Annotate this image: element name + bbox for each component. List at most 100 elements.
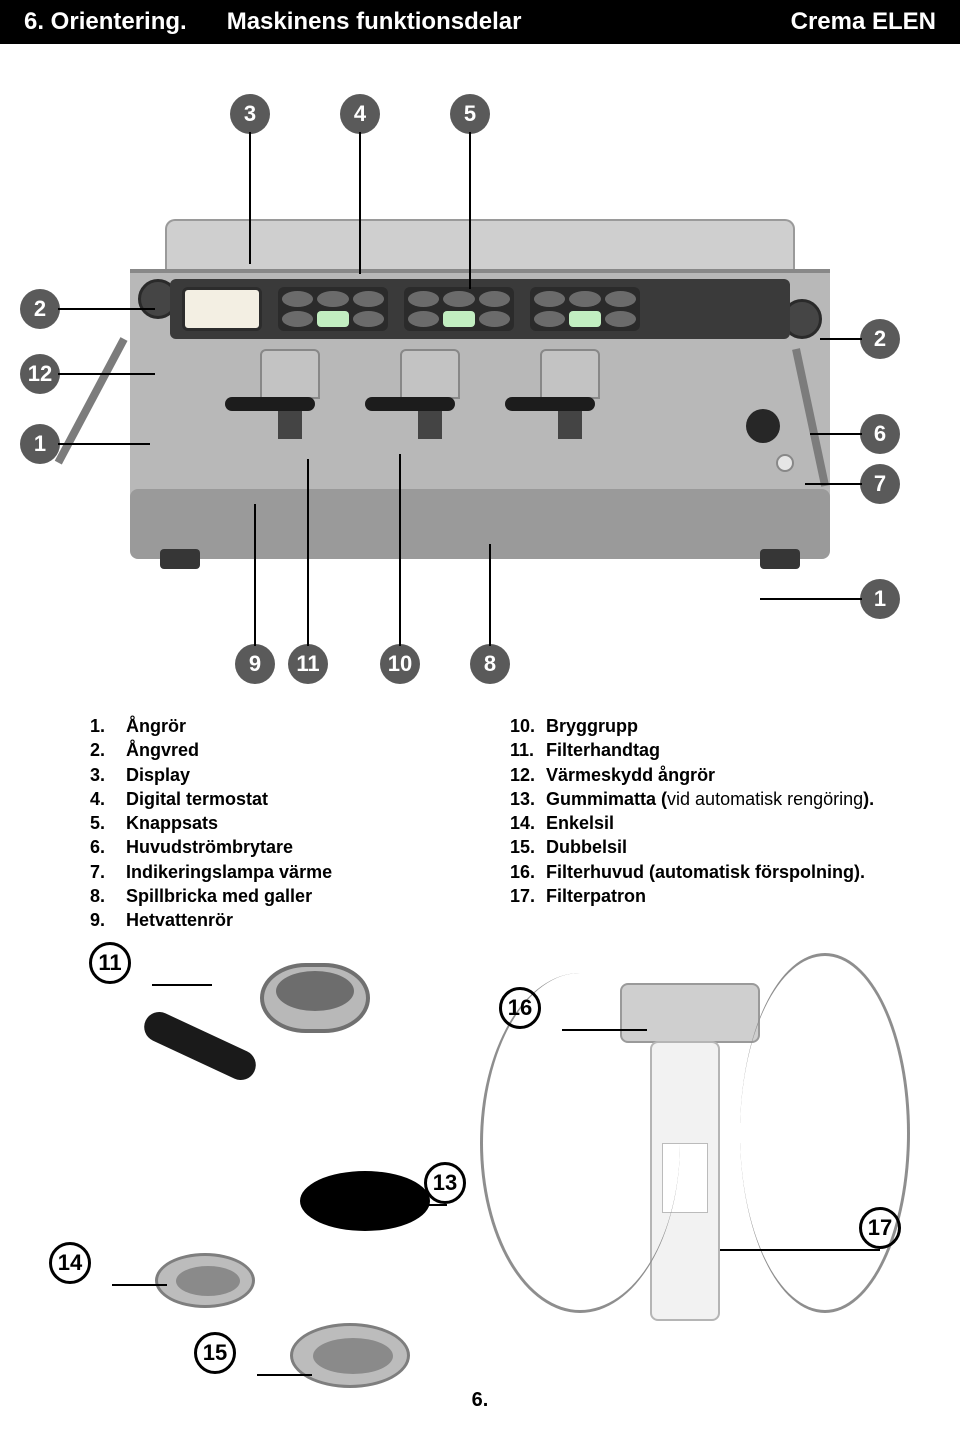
callout-bubble: 12 (20, 354, 60, 394)
callout-bubble: 8 (470, 644, 510, 684)
callout-bubble: 1 (20, 424, 60, 464)
legend-row: 14.Enkelsil (510, 811, 890, 835)
callout-bubble: 7 (860, 464, 900, 504)
legend-num: 14. (510, 811, 546, 835)
legend-num: 3. (90, 763, 126, 787)
callout-bubble: 2 (20, 289, 60, 329)
leader (399, 454, 401, 646)
legend-col-right: 10.Bryggrupp11.Filterhandtag12.Värmeskyd… (510, 714, 890, 933)
legend-row: 6.Huvudströmbrytare (90, 835, 470, 859)
legend-row: 3.Display (90, 763, 470, 787)
legend-num: 7. (90, 860, 126, 884)
portafilter-illustration (140, 963, 360, 1073)
callout-ring: 16 (499, 987, 541, 1029)
legend-row: 11.Filterhandtag (510, 738, 890, 762)
leader (152, 984, 212, 986)
diagram-machine: 34522121671911108 (0, 44, 960, 704)
leader (489, 544, 491, 646)
keypad-3 (530, 287, 640, 331)
legend-num: 9. (90, 908, 126, 932)
callout-bubble: 11 (288, 644, 328, 684)
callout-bubble: 1 (860, 579, 900, 619)
callout-ring: 11 (89, 942, 131, 984)
legend-row: 2.Ångvred (90, 738, 470, 762)
rubber-mat-illustration (300, 1171, 430, 1231)
legend-col-left: 1.Ångrör2.Ångvred3.Display4.Digital term… (90, 714, 470, 933)
brew-group (530, 349, 610, 449)
legend-row: 8.Spillbricka med galler (90, 884, 470, 908)
callout-bubble: 2 (860, 319, 900, 359)
legend-label: Gummimatta ( (546, 787, 667, 811)
callout-ring: 13 (424, 1162, 466, 1204)
legend-num: 13. (510, 787, 546, 811)
legend-num: 17. (510, 884, 546, 908)
legend-row: 5.Knappsats (90, 811, 470, 835)
callout-bubble: 4 (340, 94, 380, 134)
leader (469, 132, 471, 289)
legend-row: 17.Filterpatron (510, 884, 890, 908)
leader (810, 433, 862, 435)
callout-ring: 14 (49, 1242, 91, 1284)
callout-bubble: 5 (450, 94, 490, 134)
callout-bubble: 10 (380, 644, 420, 684)
callout-bubble: 9 (235, 644, 275, 684)
header-title: Maskinens funktionsdelar (227, 8, 791, 36)
brew-groups (250, 349, 610, 449)
legend-label: Hetvattenrör (126, 908, 233, 932)
double-basket-illustration (290, 1323, 410, 1388)
leader (562, 1029, 647, 1031)
legend-num: 11. (510, 738, 546, 762)
legend-num: 1. (90, 714, 126, 738)
legend-row: 16.Filterhuvud (automatisk förspolning). (510, 860, 890, 884)
legend-label: Indikeringslampa värme (126, 860, 332, 884)
leader (359, 132, 361, 274)
leader (307, 459, 309, 646)
legend-label: Digital termostat (126, 787, 268, 811)
leader (805, 483, 862, 485)
legend-num: 8. (90, 884, 126, 908)
leader (58, 443, 150, 445)
legend-label: Filterhandtag (546, 738, 660, 762)
callout-bubble: 6 (860, 414, 900, 454)
leader (720, 1249, 880, 1251)
legend-num: 12. (510, 763, 546, 787)
heat-indicator-lamp (776, 454, 794, 472)
espresso-machine-illustration (130, 219, 830, 559)
leader (820, 338, 862, 340)
callout-ring: 17 (859, 1207, 901, 1249)
legend-row: 4.Digital termostat (90, 787, 470, 811)
legend-label-suffix: vid automatisk rengöring (667, 787, 863, 811)
legend-label: Huvudströmbrytare (126, 835, 293, 859)
control-panel (170, 279, 790, 339)
header-section-num: 6. Orientering. (24, 8, 187, 36)
legend-row: 15.Dubbelsil (510, 835, 890, 859)
display (182, 287, 262, 331)
keypad-2 (404, 287, 514, 331)
brew-group (250, 349, 330, 449)
legend-label: Knappsats (126, 811, 218, 835)
header-model: Crema ELEN (791, 8, 936, 36)
callout-ring: 15 (194, 1332, 236, 1374)
legend-num: 6. (90, 835, 126, 859)
legend-label: Spillbricka med galler (126, 884, 312, 908)
legend-num: 4. (90, 787, 126, 811)
legend-row: 9.Hetvattenrör (90, 908, 470, 932)
leader (257, 1374, 312, 1376)
parts-legend: 1.Ångrör2.Ångvred3.Display4.Digital term… (0, 704, 960, 953)
single-basket-illustration (155, 1253, 255, 1308)
legend-num: 2. (90, 738, 126, 762)
leader (58, 308, 155, 310)
legend-label: Bryggrupp (546, 714, 638, 738)
legend-label: Ångvred (126, 738, 199, 762)
brew-group (390, 349, 470, 449)
legend-num: 5. (90, 811, 126, 835)
legend-row: 13.Gummimatta (vid automatisk rengöring)… (510, 787, 890, 811)
hose-right (740, 953, 910, 1313)
leader (760, 598, 862, 600)
steam-wand-left (55, 337, 128, 464)
leader (58, 373, 155, 375)
leader (415, 1204, 447, 1206)
legend-label: Värmeskydd ångrör (546, 763, 715, 787)
legend-num: 16. (510, 860, 546, 884)
legend-label: Filterpatron (546, 884, 646, 908)
